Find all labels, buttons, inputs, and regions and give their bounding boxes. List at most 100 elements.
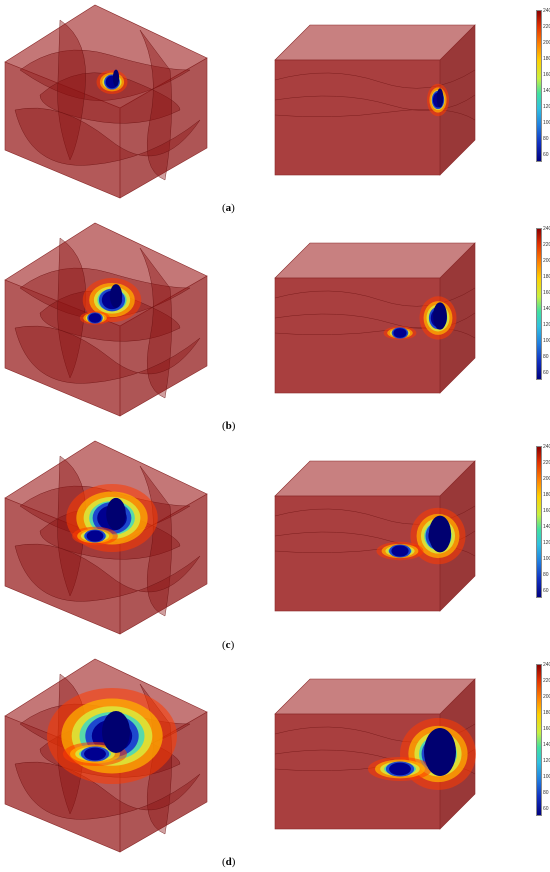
colorbar-tick: 100: [543, 338, 550, 344]
prism-view-d: [274, 678, 476, 830]
colorbar-tick: 120: [543, 322, 550, 328]
colorbar-tick: 140: [543, 306, 550, 312]
colorbar: 240 220 200 180 160 140 120 100 80 60: [536, 8, 550, 170]
prism-core: [424, 728, 456, 776]
fracture-surface: [14, 325, 201, 384]
prism-core: [436, 88, 444, 108]
colorbar-tick: 240: [543, 444, 550, 450]
fracture-surface: [139, 247, 172, 399]
colorbar-tick: 60: [543, 588, 549, 594]
panel-caption-letter: b: [225, 420, 232, 432]
fracture-surface: [14, 107, 201, 166]
colorbar-tick: 240: [543, 8, 550, 14]
panel-caption: (c): [222, 639, 235, 651]
fracture-surface: [57, 237, 86, 379]
cube-core: [106, 497, 126, 531]
prism-secondary-hotspot-layer: [391, 545, 409, 557]
fracture-surface: [57, 19, 86, 161]
colorbar-tick: 60: [543, 152, 549, 158]
colorbar: 240 220 200 180 160 140 120 100 80 60: [536, 662, 550, 824]
fracture-surface: [39, 72, 181, 124]
panel-b: 240 220 200 180 160 140 120 100 80 60 (b): [0, 218, 550, 436]
prism-secondary-hotspot-layer: [393, 328, 407, 338]
colorbar-tick: 80: [543, 136, 549, 142]
panel-caption-letter: c: [225, 639, 231, 651]
fracture-surface: [14, 543, 201, 602]
colorbar-tick: 140: [543, 524, 550, 530]
colorbar-tick: 120: [543, 540, 550, 546]
colorbar-tick: 100: [543, 120, 550, 126]
cube-core: [112, 69, 120, 87]
colorbar-tick: 160: [543, 508, 550, 514]
cube-view-a: [4, 4, 208, 199]
prism-secondary-hotspot-layer: [389, 762, 411, 776]
colorbar-tick: 220: [543, 24, 550, 30]
colorbar-tick: 80: [543, 790, 549, 796]
colorbar-gradient: [536, 446, 542, 598]
panel-caption: (d): [222, 856, 236, 868]
colorbar-tick: 180: [543, 710, 550, 716]
colorbar-tick: 160: [543, 72, 550, 78]
prism-core: [428, 515, 452, 553]
cube-right-face: [119, 57, 208, 199]
colorbar-tick: 180: [543, 56, 550, 62]
colorbar-tick: 80: [543, 354, 549, 360]
colorbar-tick: 120: [543, 758, 550, 764]
prism-view-b: [274, 242, 476, 394]
colorbar-tick: 240: [543, 662, 550, 668]
cube-right-face: [119, 275, 208, 417]
colorbar-tick: 220: [543, 678, 550, 684]
colorbar-tick: 60: [543, 806, 549, 812]
fracture-trace: [274, 109, 476, 121]
colorbar-tick: 200: [543, 40, 550, 46]
colorbar-tick: 100: [543, 556, 550, 562]
fracture-trace: [274, 94, 476, 111]
prism-view-a: [274, 24, 476, 176]
colorbar-gradient: [536, 664, 542, 816]
cube-core: [109, 284, 123, 308]
colorbar-gradient: [536, 10, 542, 162]
colorbar-tick: 180: [543, 274, 550, 280]
colorbar-tick: 140: [543, 742, 550, 748]
cube-secondary-hotspot-layer: [86, 530, 104, 542]
colorbar: 240 220 200 180 160 140 120 100 80 60: [536, 444, 550, 606]
fracture-trace: [274, 69, 476, 89]
prism-core: [433, 302, 447, 330]
panel-caption: (b): [222, 420, 236, 432]
colorbar-tick: 240: [543, 226, 550, 232]
colorbar-tick: 60: [543, 370, 549, 376]
prism-side-face: [439, 24, 476, 176]
cube-secondary-hotspot-layer: [84, 747, 106, 761]
colorbar-tick: 140: [543, 88, 550, 94]
cube-core: [102, 711, 130, 753]
colorbar-tick: 120: [543, 104, 550, 110]
colorbar: 240 220 200 180 160 140 120 100 80 60: [536, 226, 550, 388]
colorbar-tick: 100: [543, 774, 550, 780]
colorbar-tick: 160: [543, 290, 550, 296]
colorbar-tick: 200: [543, 258, 550, 264]
colorbar-gradient: [536, 228, 542, 380]
prism-front-face: [274, 59, 441, 176]
colorbar-tick: 180: [543, 492, 550, 498]
panel-d: 240 220 200 180 160 140 120 100 80 60 (d): [0, 654, 550, 872]
colorbar-tick: 80: [543, 572, 549, 578]
colorbar-tick: 200: [543, 476, 550, 482]
cube-right-face: [119, 711, 208, 853]
panel-caption-letter: d: [225, 856, 232, 868]
cube-view-b: [4, 222, 208, 417]
cube-right-face: [119, 493, 208, 635]
colorbar-tick: 220: [543, 460, 550, 466]
colorbar-tick: 160: [543, 726, 550, 732]
cube-secondary-hotspot-layer: [88, 313, 102, 323]
panel-c: 240 220 200 180 160 140 120 100 80 60 (c): [0, 436, 550, 654]
cube-view-d: [4, 658, 208, 853]
colorbar-tick: 200: [543, 694, 550, 700]
fracture-surface: [139, 29, 172, 181]
panel-a: 240 220 200 180 160 140 120 100 80 60 (a): [0, 0, 550, 218]
prism-side-face: [439, 242, 476, 394]
panel-caption-letter: a: [225, 202, 232, 214]
colorbar-tick: 220: [543, 242, 550, 248]
cube-view-c: [4, 440, 208, 635]
panel-caption: (a): [222, 202, 235, 214]
prism-view-c: [274, 460, 476, 612]
